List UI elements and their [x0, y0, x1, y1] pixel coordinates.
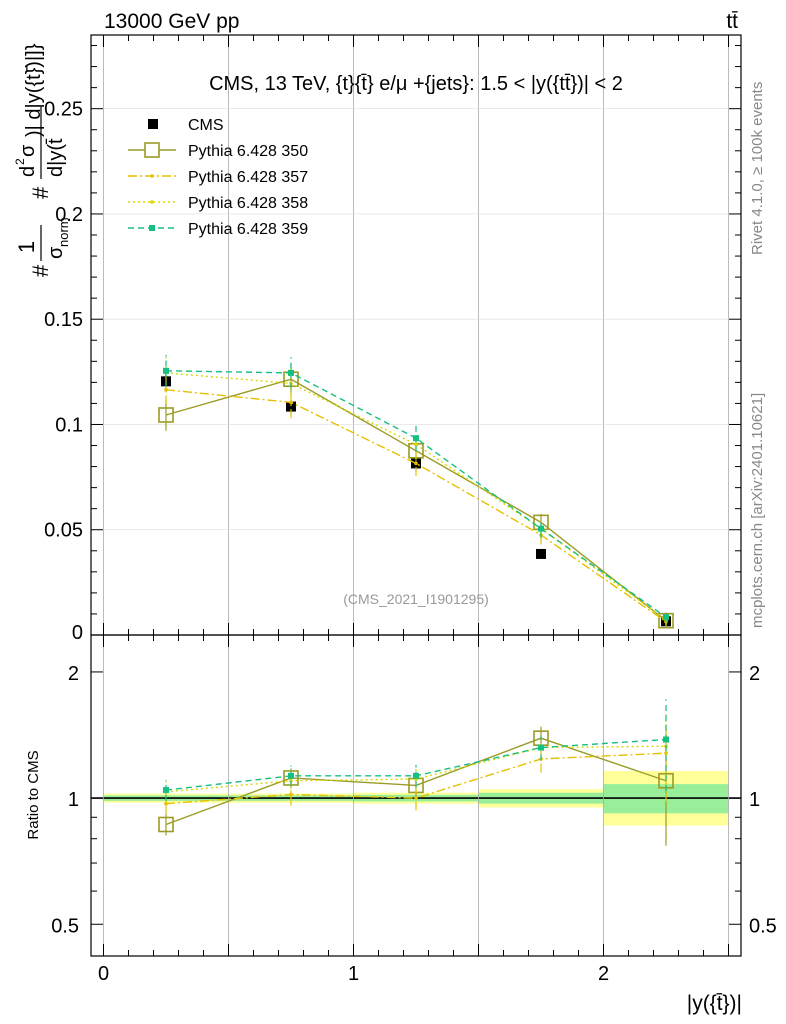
x-tick-label-0: 0: [98, 963, 109, 985]
legend-label-3: Pythia 6.428 358: [188, 195, 308, 212]
marker-350-4: [658, 612, 674, 629]
ylabel-den2: d|y(t̄: [45, 138, 67, 177]
marker-2-1: [289, 400, 293, 405]
marker-359-0: [163, 367, 169, 374]
ratio-ytick-label-right-1: 1: [749, 789, 760, 811]
marker-2-2: [414, 461, 418, 466]
legend-marker-2: [150, 174, 154, 178]
main-gridlines: [91, 35, 741, 635]
main-series: [158, 355, 674, 629]
ratio-marker-359-1: [288, 772, 294, 779]
ratio-marker-359-2: [413, 772, 419, 779]
energy-label: 13000 GeV pp: [104, 10, 239, 33]
marker-350-0: [158, 407, 174, 423]
main-ytick-label-zero: 0: [72, 622, 83, 644]
ylabel-num1: 1: [14, 241, 39, 253]
ylabel-tail: )| d|y({t}̄)|]}: [23, 43, 45, 137]
series-pythia-6-428-350: [158, 363, 674, 629]
ylabel-prefix: #: [28, 264, 53, 277]
ylabel-prefix-2: #: [28, 186, 53, 199]
ylabel-num2-b: σ: [17, 144, 39, 157]
ratio-marker-1-0: [164, 801, 168, 806]
series-line-1: [165, 378, 667, 622]
main-panel: 0.05 0.1 0.15 0.2 0.25 0 CMS, 13 TeV, {t}{t̄}…: [44, 34, 742, 644]
ratio-y-axis-label: Ratio to CMS: [25, 750, 42, 839]
marker-3-2: [414, 442, 418, 447]
rivet-label: Rivet 4.1.0, ≥ 100k events: [749, 82, 766, 255]
x-tick-label-1: 1: [348, 963, 359, 985]
ratio-ytick-label-left-1: 1: [68, 789, 79, 811]
series-line-3: [165, 372, 667, 621]
legend: CMS Pythia 6.428 350 Pythia 6.428 357 Pythi…: [128, 117, 308, 238]
ratio-ytick-label-left-2: 2: [68, 663, 79, 685]
main-y-axis-label: # 1 σ norm # d 2 σ d|y(t̄ )| d|y({t}̄)|]…: [13, 43, 71, 277]
legend-label-1: Pythia 6.428 350: [188, 143, 308, 160]
ratio-marker-1-4: [664, 751, 668, 755]
main-y-tick-labels: 0.05 0.1 0.15 0.2 0.25 0: [44, 99, 83, 644]
ratio-panel: 0.5 0.5 1 1 2 2 0 1 2: [51, 634, 777, 985]
legend-marker-4: [149, 225, 155, 231]
ylabel-den1-sub: norm: [56, 217, 71, 247]
main-ytick-label-4: 0.25: [44, 99, 83, 121]
cms-marker-3: [536, 548, 546, 559]
ratio-marker-1-2: [414, 796, 418, 800]
ratio-series: [158, 699, 674, 846]
analysis-watermark: (CMS_2021_I1901295): [343, 591, 489, 607]
mcplots-label: mcplots.cern.ch [arXiv:2401.10621]: [749, 393, 766, 628]
cms-marker-1: [286, 401, 296, 412]
legend-marker-3: [150, 200, 154, 204]
main-axis-ticks: [91, 35, 741, 635]
marker-359-1: [288, 369, 294, 376]
ratio-marker-359-3: [538, 744, 544, 751]
legend-marker-1: [144, 142, 160, 158]
legend-label-2: Pythia 6.428 357: [188, 169, 308, 186]
ratio-gridlines: [103, 635, 729, 956]
ratio-marker-350-0: [158, 816, 174, 833]
ylabel-den1: σ: [45, 246, 67, 259]
series-cms: [161, 375, 671, 627]
ratio-y-tick-labels: 0.5 0.5 1 1 2 2: [51, 663, 777, 937]
marker-359-3: [538, 525, 544, 532]
x-tick-label-2: 2: [598, 963, 609, 985]
process-label: tt̄: [726, 10, 738, 33]
main-ytick-label-0: 0.05: [44, 520, 83, 542]
legend-label-4: Pythia 6.428 359: [188, 221, 308, 238]
ratio-ytick-label-right-2: 2: [749, 663, 760, 685]
ratio-ytick-label-left-0: 0.5: [51, 915, 79, 937]
legend-cms-marker: [148, 119, 158, 129]
ratio-marker-1-1: [289, 792, 293, 797]
main-ytick-label-3: 0.2: [55, 204, 83, 226]
ratio-ytick-label-right-0: 0.5: [749, 915, 777, 937]
marker-359-4: [663, 614, 669, 621]
ratio-axis-ticks: [91, 635, 741, 956]
series-pythia-6-428-357: [164, 375, 668, 626]
legend-label-0: CMS: [188, 117, 224, 134]
ratio-marker-359-0: [163, 787, 169, 794]
series-line-4: [165, 370, 667, 618]
x-axis-label: |y({t̄})|: [687, 992, 742, 1015]
ratio-frame: [90, 634, 742, 957]
main-ytick-label-2: 0.15: [44, 309, 83, 331]
series-pythia-6-428-359: [163, 355, 669, 623]
chart-title: CMS, 13 TeV, {t}{t̄} e/μ +{jets}: 1.5 < …: [209, 73, 623, 95]
ylabel-num2: d: [17, 166, 39, 177]
marker-359-2: [413, 435, 419, 442]
main-ytick-label-1: 0.1: [55, 414, 83, 436]
ylabel-num2-sup: 2: [13, 158, 27, 165]
ratio-series-pythia-6-428-359: [163, 699, 669, 801]
ratio-marker-359-4: [663, 736, 669, 743]
marker-2-0: [164, 387, 168, 392]
x-tick-labels: 0 1 2: [98, 963, 609, 985]
series-line-2: [165, 389, 667, 623]
